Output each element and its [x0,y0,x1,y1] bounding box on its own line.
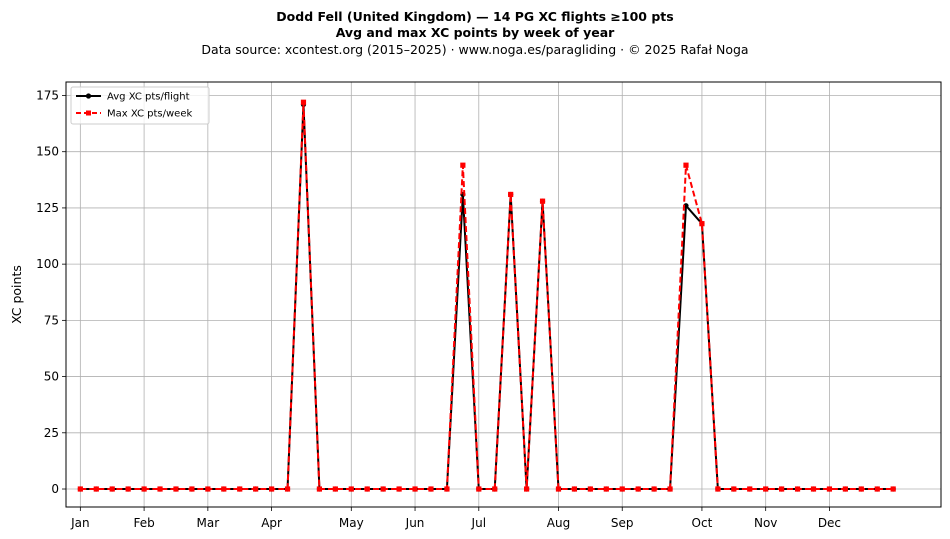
max-data-point [810,486,817,492]
y-tick-label: 75 [44,313,59,327]
max-data-point [157,486,163,492]
max-data-point [539,198,546,204]
y-tick-label: 100 [36,257,59,271]
max-data-point [141,486,147,492]
y-tick-label: 0 [51,482,59,496]
x-tick-label: Dec [818,516,841,530]
legend-max-label: Max XC pts/week [107,109,192,120]
max-data-point [300,99,307,105]
legend-box [70,86,210,125]
max-data-point [189,486,195,492]
max-data-point [221,486,227,492]
series-layer [77,99,896,492]
max-data-point [699,221,705,227]
x-tick-label: Jan [70,516,90,530]
legend-max-marker [86,110,91,116]
max-data-point [476,486,482,492]
max-data-point [651,486,657,492]
max-data-point [444,486,450,492]
max-data-point [603,486,609,492]
max-data-point [619,486,625,492]
legend: Avg XC pts/flight Max XC pts/week [70,86,210,125]
max-data-point [842,486,848,492]
y-tick-label: 150 [36,145,59,159]
max-data-point [237,486,243,492]
chart-subtitle: Data source: xcontest.org (2015–2025) · … [201,42,749,57]
max-data-point [731,486,737,492]
y-axis-label: XC points [9,265,24,324]
max-data-point [524,486,530,492]
max-data-point [890,486,896,492]
max-data-point [715,486,721,492]
max-data-point [826,486,833,492]
x-tick-label: Apr [261,516,282,530]
max-data-point [460,162,466,168]
max-data-point [412,486,418,492]
x-tick-label: Oct [692,516,713,530]
max-data-point [380,486,386,492]
max-data-point [109,486,115,492]
y-tick-label: 25 [44,426,59,440]
max-data-point [555,486,562,492]
series-line-max [80,101,894,491]
x-tick-label: Feb [133,516,154,530]
max-data-point [667,486,673,492]
max-data-point [364,486,370,492]
x-tick-label: Sep [611,516,634,530]
x-tick-label: Nov [754,516,777,530]
max-data-point [874,486,880,492]
max-data-point [284,486,291,492]
x-tick-label: May [339,516,364,530]
max-data-point [396,486,402,492]
max-data-point [587,486,593,492]
max-data-point [205,486,211,492]
y-tick-label: 125 [36,201,59,215]
max-data-point [428,486,434,492]
axis-ticks: 0 25 50 75 100 125 150 175 Jan Feb Mar Apr May Jun Jul… [36,88,841,530]
max-data-point [125,486,131,492]
chart-title-line-2: Avg and max XC points by week of year [335,25,615,40]
max-data-point [779,486,785,492]
max-data-point [492,486,498,492]
x-tick-label: Mar [197,516,220,530]
legend-avg-marker [85,93,92,99]
x-tick-label: Jun [405,516,425,530]
x-tick-label: Jul [471,516,486,530]
chart-title-line-1: Dodd Fell (United Kingdom) — 14 PG XC fl… [276,9,674,24]
max-data-point [348,486,354,492]
chart-title-block: Dodd Fell (United Kingdom) — 14 PG XC fl… [0,9,950,58]
max-data-point [508,191,514,198]
plot-frame [65,81,942,508]
max-data-point [316,486,323,492]
max-data-point [571,486,578,492]
max-data-point [253,486,259,492]
max-data-point [173,486,179,492]
max-data-point [683,162,689,168]
x-tick-label: Aug [547,516,570,530]
max-data-point [635,486,641,492]
legend-avg-label: Avg XC pts/flight [107,92,190,103]
max-data-point [763,486,769,492]
series-line-avg [80,103,894,491]
max-data-point [77,486,83,492]
max-data-point [858,486,864,492]
max-data-point [794,486,801,492]
max-data-point [269,486,275,492]
max-data-point [93,486,99,492]
y-tick-label: 175 [36,88,59,102]
grid [66,82,941,507]
y-tick-label: 50 [44,370,59,384]
max-data-point [747,486,753,492]
max-data-point [332,486,338,492]
